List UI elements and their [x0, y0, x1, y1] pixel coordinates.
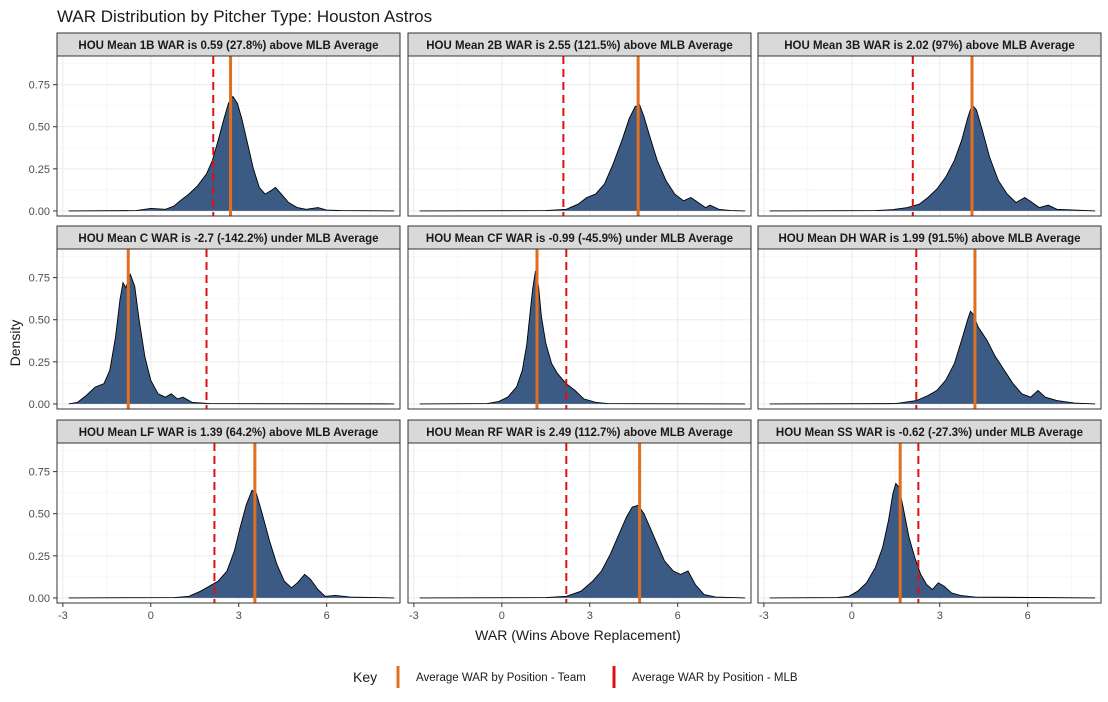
x-tick-label: 3 — [236, 610, 242, 622]
y-tick-label: 0.00 — [29, 399, 50, 411]
facet-label: HOU Mean 2B WAR is 2.55 (121.5%) above M… — [426, 40, 733, 52]
panel-background — [758, 249, 1101, 409]
facet-panel: HOU Mean CF WAR is -0.99 (-45.9%) under … — [407, 225, 752, 410]
legend: Key Average WAR by Position - Team Avera… — [353, 666, 798, 688]
facet-label: HOU Mean LF WAR is 1.39 (64.2%) above ML… — [79, 427, 379, 439]
legend-title: Key — [353, 669, 377, 685]
facet-panel: HOU Mean 2B WAR is 2.55 (121.5%) above M… — [407, 32, 752, 217]
facet-panel: HOU Mean 3B WAR is 2.02 (97%) above MLB … — [757, 32, 1102, 217]
facet-panels: HOU Mean 1B WAR is 0.59 (27.8%) above ML… — [29, 32, 1102, 622]
x-tick-label: 0 — [849, 610, 855, 622]
panel-border — [56, 248, 401, 410]
chart-title: WAR Distribution by Pitcher Type: Housto… — [57, 7, 432, 26]
density-line — [419, 270, 746, 405]
facet-panel: HOU Mean SS WAR is -0.62 (-27.3%) under … — [757, 419, 1102, 622]
panel-border — [757, 55, 1102, 217]
y-tick-label: 0.00 — [29, 206, 50, 218]
facet-label: HOU Mean RF WAR is 2.49 (112.7%) above M… — [426, 427, 733, 439]
density-area — [68, 490, 395, 598]
facet-label: HOU Mean CF WAR is -0.99 (-45.9%) under … — [426, 233, 733, 245]
panel-border — [757, 248, 1102, 410]
panel-border — [56, 442, 401, 604]
legend-team-label: Average WAR by Position - Team — [416, 672, 586, 684]
facet-label: HOU Mean DH WAR is 1.99 (91.5%) above ML… — [778, 233, 1080, 245]
y-tick-label: 0.25 — [29, 357, 50, 369]
x-tick-label: 6 — [675, 610, 681, 622]
panel-background — [408, 249, 751, 409]
x-tick-label: 0 — [499, 610, 505, 622]
panel-background — [408, 443, 751, 603]
density-line — [769, 482, 1096, 599]
x-tick-label: 3 — [937, 610, 943, 622]
facet-panel: HOU Mean 1B WAR is 0.59 (27.8%) above ML… — [29, 32, 401, 218]
y-tick-label: 0.25 — [29, 551, 50, 563]
panel-background — [758, 443, 1101, 603]
x-axis-title: WAR (Wins Above Replacement) — [475, 627, 681, 643]
y-tick-label: 0.50 — [29, 315, 50, 327]
y-tick-label: 0.25 — [29, 164, 50, 176]
facet-label: HOU Mean 3B WAR is 2.02 (97%) above MLB … — [784, 40, 1075, 52]
x-tick-label: -3 — [409, 610, 419, 622]
density-area — [68, 274, 395, 404]
density-area — [419, 505, 746, 598]
density-line — [419, 104, 746, 212]
density-area — [419, 104, 746, 211]
y-tick-label: 0.50 — [29, 122, 50, 134]
facet-panel: HOU Mean DH WAR is 1.99 (91.5%) above ML… — [757, 225, 1102, 410]
y-axis-title: Density — [7, 320, 23, 367]
facet-label: HOU Mean SS WAR is -0.62 (-27.3%) under … — [776, 427, 1083, 439]
y-tick-label: 0.50 — [29, 509, 50, 521]
facet-panel: HOU Mean RF WAR is 2.49 (112.7%) above M… — [407, 419, 752, 622]
x-tick-label: 3 — [587, 610, 593, 622]
density-line — [769, 103, 1096, 212]
y-tick-label: 0.75 — [29, 273, 50, 285]
panel-border — [757, 442, 1102, 604]
density-line — [769, 310, 1096, 405]
y-tick-label: 0.75 — [29, 467, 50, 479]
panel-background — [408, 56, 751, 216]
panel-border — [407, 248, 752, 410]
x-tick-label: 6 — [324, 610, 330, 622]
x-tick-label: -3 — [58, 610, 68, 622]
panel-border — [56, 55, 401, 217]
y-tick-label: 0.75 — [29, 80, 50, 92]
density-line — [68, 489, 395, 599]
legend-mlb-label: Average WAR by Position - MLB — [632, 672, 798, 684]
facet-label: HOU Mean C WAR is -2.7 (-142.2%) under M… — [78, 233, 378, 245]
x-tick-label: 0 — [148, 610, 154, 622]
facet-panel: HOU Mean LF WAR is 1.39 (64.2%) above ML… — [29, 419, 401, 622]
x-tick-label: 6 — [1025, 610, 1031, 622]
x-tick-label: -3 — [759, 610, 769, 622]
y-tick-label: 0.00 — [29, 593, 50, 605]
panel-border — [407, 55, 752, 217]
facet-panel: HOU Mean C WAR is -2.7 (-142.2%) under M… — [29, 225, 401, 411]
facet-label: HOU Mean 1B WAR is 0.59 (27.8%) above ML… — [78, 40, 378, 52]
panel-border — [407, 442, 752, 604]
density-line — [68, 95, 395, 212]
panel-background — [758, 56, 1101, 216]
density-line — [68, 272, 395, 405]
